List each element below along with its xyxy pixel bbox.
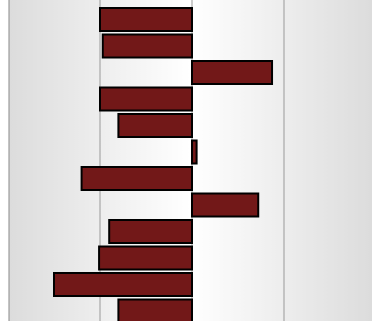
- bar-9: [108, 219, 193, 244]
- bars: [53, 7, 274, 321]
- bar-12: [117, 298, 193, 321]
- bar-8: [191, 192, 260, 218]
- bar-4: [99, 86, 193, 112]
- bar-7: [80, 166, 193, 191]
- bar-1: [99, 7, 193, 32]
- bar-6: [191, 139, 198, 165]
- bar-5: [117, 113, 193, 138]
- bar-11: [53, 272, 193, 297]
- bar-10: [98, 245, 193, 271]
- bar-3: [191, 60, 274, 85]
- bar-2: [101, 33, 193, 59]
